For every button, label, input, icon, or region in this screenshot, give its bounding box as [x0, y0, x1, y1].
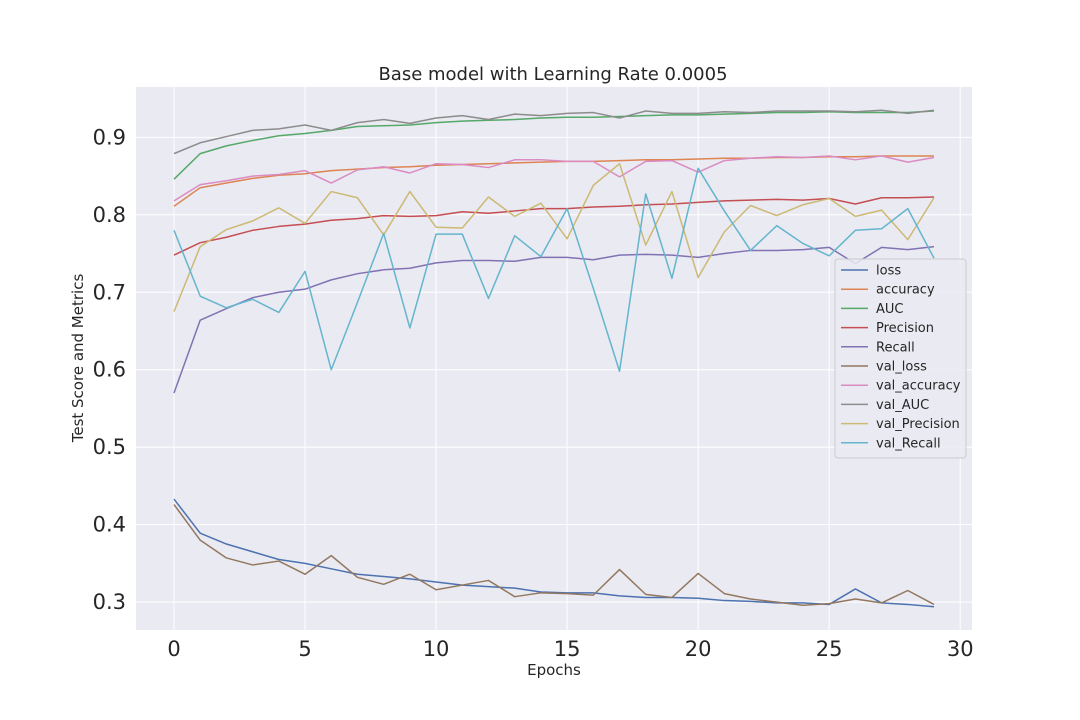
grid-layer	[136, 87, 972, 630]
legend-label: val_Precision	[876, 417, 960, 432]
x-tick-label: 25	[816, 637, 843, 661]
legend-label: val_loss	[876, 360, 927, 375]
x-axis-label: Epochs	[527, 661, 581, 679]
x-tick-label: 0	[167, 637, 180, 661]
legend-label: AUC	[876, 302, 904, 317]
legend-label: Precision	[876, 321, 934, 336]
series-line-auc	[173, 110, 935, 180]
y-tick-labels: 0.3 0.4 0.5 0.6 0.7 0.8 0.9	[93, 125, 126, 614]
chart-title: Base model with Learning Rate 0.0005	[378, 64, 727, 85]
x-tick-label: 20	[685, 637, 712, 661]
x-tick-label: 15	[554, 637, 581, 661]
y-tick-label: 0.8	[93, 203, 126, 227]
y-tick-label: 0.4	[93, 513, 126, 537]
legend-label: accuracy	[876, 283, 935, 298]
series-line-val-accuracy	[173, 155, 935, 202]
lines-layer	[173, 109, 935, 608]
y-tick-label: 0.5	[93, 435, 126, 459]
legend: loss accuracy AUC Precision Recall val_lossva…	[834, 258, 967, 459]
series-line-val-auc	[173, 109, 935, 155]
x-tick-label: 5	[298, 637, 311, 661]
series-line-val-recall	[173, 167, 935, 373]
y-axis-label: Test Score and Metrics	[69, 274, 87, 444]
series-line-val-loss	[173, 504, 935, 606]
x-tick-label: 10	[423, 637, 450, 661]
series-line-val-precision	[173, 162, 935, 312]
series-line-recall	[173, 245, 935, 394]
legend-label: loss	[876, 264, 901, 279]
plot-background	[136, 87, 972, 630]
series-line-precision	[173, 196, 935, 256]
legend-label: Recall	[876, 340, 915, 355]
y-tick-label: 0.7	[93, 280, 126, 304]
y-tick-label: 0.6	[93, 358, 126, 382]
x-tick-labels: 0 5 10 15 20 25 30	[167, 637, 973, 661]
x-tick-label: 30	[947, 637, 974, 661]
y-tick-label: 0.9	[93, 125, 126, 149]
legend-label: val_accuracy	[876, 379, 961, 394]
legend-label: val_AUC	[876, 398, 929, 413]
series-line-loss	[173, 498, 935, 608]
y-tick-label: 0.3	[93, 590, 126, 614]
legend-label: val_Recall	[876, 436, 941, 451]
